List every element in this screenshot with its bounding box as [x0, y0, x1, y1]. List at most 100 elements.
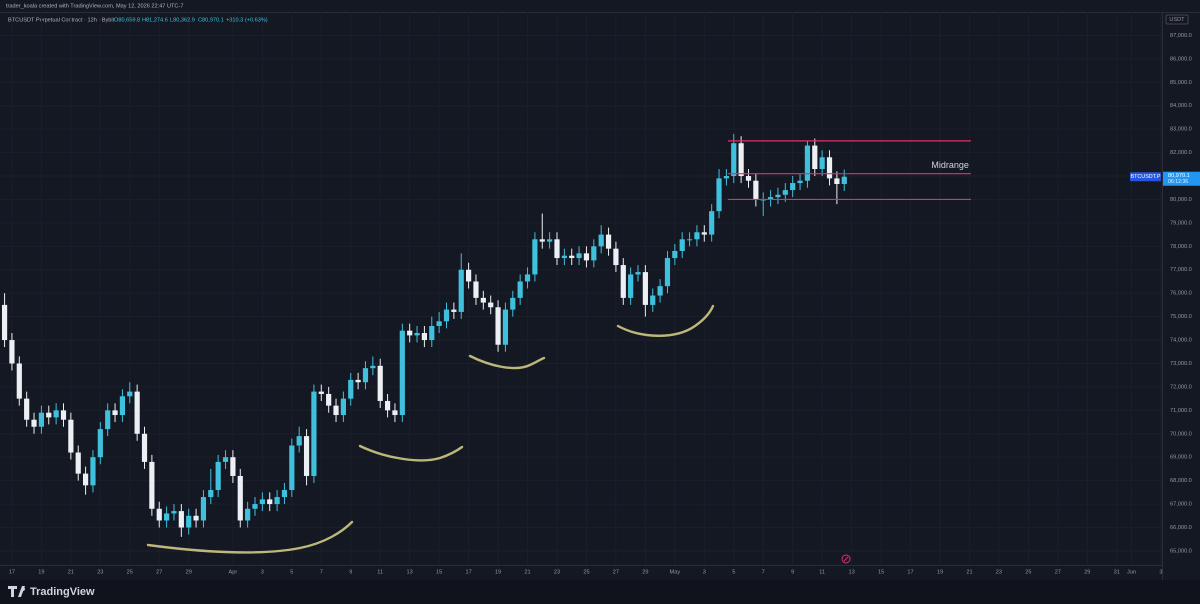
candle-body — [75, 452, 81, 474]
candle-body — [716, 178, 722, 212]
brand-logo: TradingView — [8, 586, 95, 598]
candle-body — [407, 330, 413, 336]
countdown: 06:12:36 — [1168, 179, 1188, 185]
y-tick-label: 79,000.0 — [1170, 220, 1192, 226]
candle-body — [797, 180, 803, 184]
y-tick-label: 68,000.0 — [1170, 478, 1192, 484]
candle-body — [517, 281, 523, 298]
x-tick-label: 25 — [127, 569, 133, 575]
candle-body — [384, 400, 391, 411]
x-tick-label: 13 — [848, 569, 854, 575]
candle-body — [259, 499, 265, 505]
candle-body — [782, 190, 788, 195]
candle-body — [642, 272, 648, 305]
candle-body — [392, 410, 398, 416]
candle-body — [9, 340, 15, 364]
candle-body — [532, 239, 538, 275]
y-tick-label: 75,000.0 — [1170, 314, 1192, 320]
candle-body — [495, 307, 501, 345]
candle-body — [620, 265, 626, 298]
x-tick-label: 11 — [377, 569, 383, 575]
y-tick-label: 77,000.0 — [1170, 267, 1192, 273]
grid — [0, 12, 1162, 565]
x-tick-label: 5 — [732, 569, 735, 575]
candle-body — [119, 396, 126, 416]
ohlc-legend: H81,274.6 — [142, 17, 168, 23]
candle-body — [90, 457, 96, 486]
x-tick-label: 23 — [554, 569, 560, 575]
candle-body — [215, 461, 221, 491]
candle-body — [105, 410, 111, 430]
candles — [1, 133, 847, 537]
candle-body — [399, 330, 405, 416]
y-tick-label: 71,000.0 — [1170, 408, 1192, 414]
candle-body — [694, 232, 700, 240]
y-tick-label: 86,000.0 — [1170, 56, 1192, 62]
candle-body — [355, 379, 361, 383]
y-tick-label: 70,000.0 — [1170, 431, 1192, 437]
candle-body — [303, 436, 310, 476]
candle-body — [672, 251, 678, 259]
candle-body — [804, 145, 811, 181]
level-label: Midrange — [931, 160, 969, 170]
x-tick-label: 29 — [642, 569, 648, 575]
ohlc-legend: +310.3 (+0.63%) — [226, 17, 268, 23]
x-tick-label: 5 — [290, 569, 293, 575]
x-tick-label: 9 — [349, 569, 352, 575]
candle-body — [222, 457, 229, 462]
x-tick-label: 7 — [320, 569, 323, 575]
y-tick-label: 82,000.0 — [1170, 150, 1192, 156]
currency: USDT — [1169, 17, 1185, 23]
candle-body — [348, 379, 354, 399]
candle-body — [230, 457, 236, 476]
candle-body — [296, 436, 302, 446]
x-tick-label: 25 — [1025, 569, 1031, 575]
y-tick-label: 73,000.0 — [1170, 361, 1192, 367]
x-tick-label: 15 — [878, 569, 884, 575]
x-tick-label: 7 — [762, 569, 765, 575]
x-tick-label: Apr — [229, 569, 238, 575]
candle-body — [289, 445, 295, 491]
candle-body — [738, 143, 744, 177]
x-tick-label: 9 — [791, 569, 794, 575]
y-tick-label: 72,000.0 — [1170, 384, 1192, 390]
x-tick-label: 19 — [937, 569, 943, 575]
candle-body — [311, 391, 317, 476]
candle-body — [790, 183, 796, 191]
y-tick-label: 80,000.0 — [1170, 197, 1192, 203]
candle-body — [834, 178, 840, 184]
candle-body — [24, 398, 30, 420]
x-tick-label: 27 — [613, 569, 619, 575]
candle-body — [97, 429, 103, 458]
candle-body — [745, 176, 752, 181]
replay-icon-circle[interactable] — [841, 554, 851, 564]
candle-body — [466, 269, 472, 282]
candle-body — [510, 297, 516, 310]
candle-body — [421, 333, 428, 341]
y-tick-label: 74,000.0 — [1170, 338, 1192, 344]
currency-box — [1165, 14, 1189, 25]
y-tick-label: 67,000.0 — [1170, 502, 1192, 508]
candle-body — [723, 176, 729, 179]
candle-body — [554, 239, 560, 259]
x-tick-label: 23 — [97, 569, 103, 575]
candle-body — [333, 405, 339, 416]
candle-body — [377, 365, 383, 401]
candle-body — [186, 515, 192, 528]
candle-body — [679, 239, 685, 252]
x-tick-label: 21 — [68, 569, 74, 575]
ohlc-legend: L80,362.9 — [170, 17, 195, 23]
replay-icon-line[interactable] — [843, 556, 849, 562]
candle-body — [281, 490, 288, 498]
candle-body — [31, 419, 37, 427]
candle-body — [547, 239, 553, 242]
x-tick-label: 31 — [1114, 569, 1120, 575]
candle-body — [178, 511, 184, 528]
candle-body — [171, 511, 177, 514]
y-tick-label: 85,000.0 — [1170, 80, 1192, 86]
candle-body — [539, 239, 545, 242]
y-tick-label: 69,000.0 — [1170, 455, 1192, 461]
replay-icon[interactable] — [841, 554, 851, 564]
candle-body — [613, 248, 619, 266]
